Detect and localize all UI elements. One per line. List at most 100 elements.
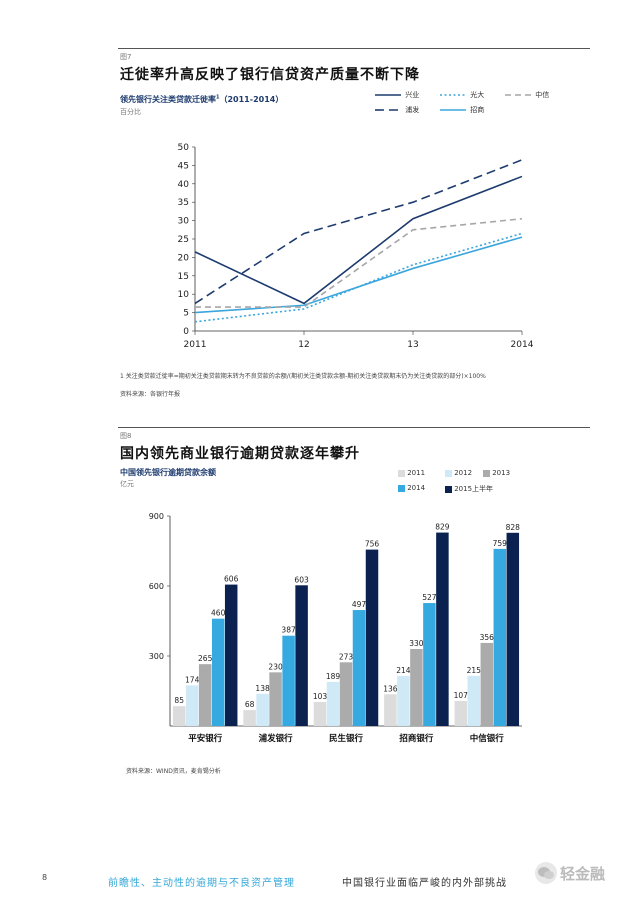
page-number: 8 — [42, 873, 48, 882]
bar-value-label: 273 — [339, 652, 354, 661]
figure7-y-tick-label: 20 — [178, 253, 190, 263]
legend-label: 光大 — [468, 91, 485, 99]
bar-value-label: 215 — [467, 666, 482, 675]
bar-2015上半年 — [295, 585, 308, 726]
figure7-title: 迁徙率升高反映了银行信贷资产质量不断下降 — [120, 67, 420, 83]
figure7-top-rule — [118, 48, 590, 49]
legend-label: 招商 — [468, 106, 485, 114]
figure7-subtitle-text: 领先银行关注类贷款迁徙率 — [120, 95, 216, 104]
bar-value-label: 497 — [352, 600, 367, 609]
bar-value-label: 606 — [224, 575, 239, 584]
figure8-y-tick-label: 600 — [149, 582, 164, 591]
bar-2015上半年 — [436, 532, 449, 726]
bar-2014 — [352, 610, 366, 726]
bar-value-label: 829 — [435, 523, 450, 532]
series-line-浦发 — [194, 159, 523, 305]
bar-value-label: 759 — [493, 539, 508, 548]
bar-2013 — [480, 642, 494, 726]
figure8-category-label: 招商银行 — [399, 733, 434, 744]
bar-value-label: 330 — [409, 639, 424, 648]
bar-value-label: 68 — [245, 700, 255, 709]
figure7-subtitle-footnote-mark: 1 — [216, 94, 220, 101]
legend-label: 兴业 — [403, 91, 420, 99]
figure7-x-tick-label: 12 — [298, 340, 309, 350]
footer-section-right: 中国银行业面临严峻的内外部挑战 — [342, 878, 507, 889]
bar-value-label: 527 — [422, 593, 437, 602]
legend-item-2014: 2014 — [398, 484, 425, 492]
figure8-category-label: 浦发银行 — [259, 733, 294, 744]
figure7-number: 图7 — [120, 53, 132, 61]
legend-label: 浦发 — [403, 106, 420, 114]
bar-value-label: 189 — [326, 672, 341, 681]
series-line-招商 — [194, 236, 523, 314]
legend-label: 2012 — [452, 469, 473, 477]
bar-2011 — [172, 706, 186, 726]
legend-item-中信: 中信 — [505, 90, 549, 100]
footer-section-left: 前瞻性、主动性的逾期与不良资产管理 — [108, 878, 295, 889]
legend-swatch-中信 — [505, 94, 531, 96]
legend-label: 2014 — [405, 484, 426, 492]
figure8-top-rule — [118, 427, 590, 428]
figure8-y-tick-label: 900 — [149, 512, 164, 521]
bar-value-label: 107 — [454, 691, 469, 700]
series-line-光大 — [194, 232, 523, 323]
bar-value-label: 138 — [255, 684, 270, 693]
bar-value-label: 460 — [211, 609, 226, 618]
bar-2012 — [467, 675, 481, 726]
figure7-source: 资料来源：各银行年报 — [120, 391, 181, 398]
figure7-y-tick-label: 0 — [183, 327, 189, 337]
figure7-y-tick-label: 35 — [178, 198, 189, 208]
bar-2015上半年 — [224, 584, 238, 726]
legend-label: 2011 — [405, 469, 426, 477]
figure7-subtitle-years: （2011-2014） — [219, 95, 284, 104]
legend-swatch-2012 — [445, 469, 452, 477]
legend-item-浦发: 浦发 — [375, 105, 419, 115]
figure7-x-tick-label: 13 — [407, 340, 418, 350]
legend-item-2012: 2012 — [445, 469, 472, 477]
legend-item-2013: 2013 — [483, 469, 510, 477]
legend-item-2015上半年: 2015上半年 — [445, 484, 493, 494]
figure8-title: 国内领先商业银行逾期贷款逐年攀升 — [120, 446, 360, 462]
figure8-unit: 亿元 — [120, 480, 134, 488]
bar-2014 — [211, 618, 225, 726]
bar-2014 — [493, 548, 507, 726]
legend-swatch-浦发 — [375, 109, 401, 111]
bar-2015上半年 — [506, 532, 520, 726]
figure7-y-tick-label: 50 — [178, 143, 190, 153]
legend-swatch-2011 — [398, 469, 405, 477]
bar-2012 — [397, 676, 410, 726]
bar-2012 — [326, 681, 340, 726]
figure8-category-label: 民生银行 — [329, 733, 364, 744]
figure7-footnote: 1 关注类贷款迁徙率=期初关注类贷款期末转为不良贷款的余额/(期初关注类贷款余额… — [120, 373, 486, 380]
bar-2011 — [384, 694, 397, 726]
bar-value-label: 756 — [365, 540, 380, 549]
figure8-number: 图8 — [120, 432, 132, 440]
figure8-category-label: 平安银行 — [188, 733, 223, 744]
bar-value-label: 603 — [294, 575, 309, 584]
bar-2012 — [256, 693, 269, 726]
figure7-y-tick-label: 10 — [178, 290, 190, 300]
legend-swatch-招商 — [440, 109, 466, 111]
bar-2013 — [198, 664, 212, 726]
bar-value-label: 265 — [198, 654, 213, 663]
bar-value-label: 174 — [185, 675, 200, 684]
legend-item-2011: 2011 — [398, 469, 425, 477]
figure7-y-tick-label: 40 — [178, 180, 190, 190]
bar-2013 — [269, 672, 282, 726]
figure7-subtitle: 领先银行关注类贷款迁徙率1（2011-2014） — [120, 94, 283, 105]
bar-value-label: 103 — [313, 692, 328, 701]
figure7-y-tick-label: 15 — [178, 272, 189, 282]
bar-value-label: 828 — [506, 523, 521, 532]
figure7-line-chart: 0 5 10 15 20 25 30 35 40 45 50 2011 12 13 2014 — [178, 143, 534, 350]
legend-swatch-光大 — [440, 94, 466, 96]
wechat-logo-icon — [535, 862, 557, 884]
bar-value-label: 136 — [383, 684, 398, 693]
figure7-y-tick-label: 25 — [178, 235, 189, 245]
legend-item-招商: 招商 — [440, 105, 484, 115]
bar-2011 — [243, 710, 256, 726]
figure7-x-tick-label: 2011 — [184, 340, 207, 350]
figure7-y-tick-label: 30 — [178, 217, 190, 227]
legend-swatch-2014 — [398, 484, 405, 492]
legend-swatch-2015上半年 — [445, 485, 452, 493]
